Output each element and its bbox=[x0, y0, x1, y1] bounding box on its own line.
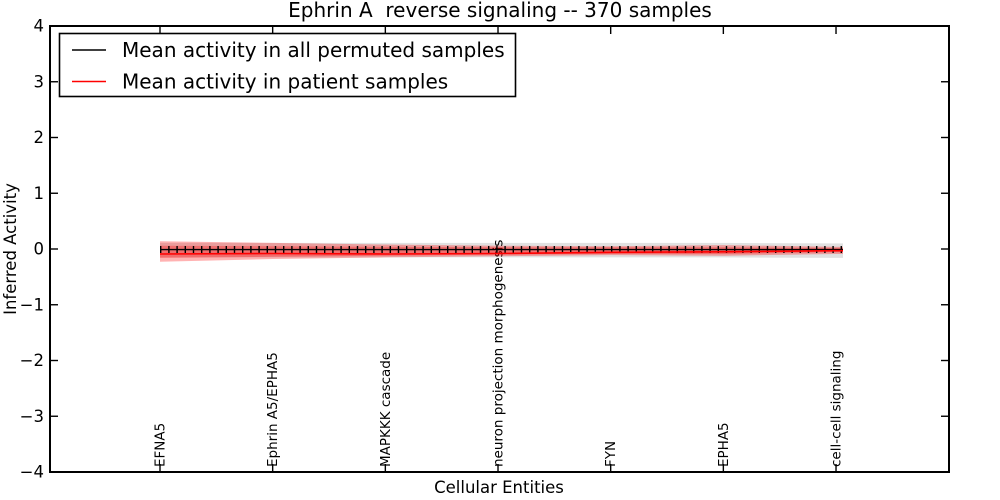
x-tick-label: neuron projection morphogenesis bbox=[491, 240, 507, 467]
x-tick-labels: EFNA5 Ephrin A5/EPHA5 MAPKKK cascade neuron… bbox=[153, 240, 845, 467]
y-tick-label: 3 bbox=[34, 72, 45, 91]
x-tick-label: EFNA5 bbox=[153, 423, 169, 467]
y-tick-label: 2 bbox=[34, 128, 45, 147]
legend: Mean activity in all permuted samples Me… bbox=[58, 32, 517, 98]
data-lines bbox=[159, 246, 843, 255]
y-tick-label: −2 bbox=[20, 351, 44, 370]
y-axis-label: Inferred Activity bbox=[1, 183, 20, 315]
y-tick-label: −4 bbox=[20, 463, 44, 482]
y-tick-label: −3 bbox=[20, 407, 44, 426]
x-tick-label: EPHA5 bbox=[716, 422, 732, 467]
x-axis-label: Cellular Entities bbox=[434, 478, 564, 497]
y-tick-label: 1 bbox=[34, 184, 45, 203]
y-tick-label: 4 bbox=[34, 17, 45, 36]
x-tick-label: MAPKKK cascade bbox=[378, 352, 394, 467]
patient-outer-band bbox=[160, 241, 843, 262]
x-tick-label: FYN bbox=[603, 441, 619, 467]
axis-ticks bbox=[50, 25, 949, 473]
y-tick-labels: 4 3 2 1 0 −1 −2 −3 −4 bbox=[20, 17, 44, 482]
y-tick-label: 0 bbox=[34, 240, 45, 259]
legend-label-permuted: Mean activity in all permuted samples bbox=[122, 38, 505, 62]
patient-inner-band bbox=[160, 245, 843, 258]
chart-title: Ephrin A reverse signaling -- 370 sample… bbox=[288, 0, 712, 22]
x-tick-label: Ephrin A5/EPHA5 bbox=[265, 352, 281, 467]
patient-mean-line bbox=[159, 249, 843, 255]
x-tick-label: cell-cell signaling bbox=[829, 351, 845, 467]
legend-label-patient: Mean activity in patient samples bbox=[122, 70, 448, 94]
y-tick-label: −1 bbox=[20, 295, 44, 314]
legend-box bbox=[58, 32, 517, 98]
